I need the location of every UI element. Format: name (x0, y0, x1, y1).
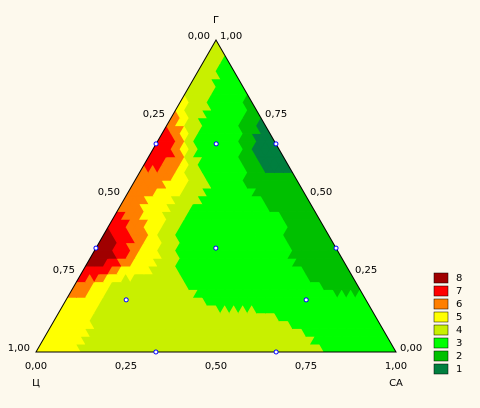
left-tick-label: 0,00 (188, 31, 210, 42)
legend-swatch (433, 298, 449, 310)
legend-label: 4 (456, 325, 462, 336)
legend-label: 6 (456, 299, 462, 310)
legend-label: 7 (456, 286, 462, 297)
design-point (303, 297, 309, 303)
design-point (123, 297, 129, 303)
left-axis-label: Ц (32, 378, 40, 389)
legend-swatch (433, 272, 449, 284)
right-tick-label: 0,50 (310, 187, 332, 198)
triangle-frame (35, 38, 397, 353)
right-tick-label: 1,00 (220, 31, 242, 42)
legend-label: 3 (456, 338, 462, 349)
left-tick-label: 0,75 (53, 265, 75, 276)
right-tick-label: 0,00 (400, 343, 422, 354)
design-point (213, 245, 219, 251)
design-point (273, 349, 279, 355)
legend-label: 2 (456, 351, 462, 362)
design-point (333, 245, 339, 251)
top-axis-label: Г (213, 15, 219, 26)
left-tick-label: 1,00 (8, 343, 30, 354)
design-point (153, 141, 159, 147)
legend-label: 5 (456, 312, 462, 323)
design-point (213, 141, 219, 147)
bottom-tick-label: 0,00 (25, 361, 47, 372)
left-tick-label: 0,50 (98, 187, 120, 198)
bottom-tick-label: 0,75 (295, 361, 317, 372)
legend-swatch (433, 311, 449, 323)
design-point (93, 245, 99, 251)
left-tick-label: 0,25 (143, 109, 165, 120)
legend-swatch (433, 324, 449, 336)
legend-label: 1 (456, 364, 462, 375)
bottom-tick-label: 0,25 (115, 361, 137, 372)
design-point (153, 349, 159, 355)
bottom-tick-label: 0,50 (205, 361, 227, 372)
right-tick-label: 0,75 (265, 109, 287, 120)
right-axis-label: СА (389, 378, 403, 389)
design-point (273, 141, 279, 147)
legend-swatch (433, 363, 449, 375)
legend-swatch (433, 350, 449, 362)
right-tick-label: 0,25 (355, 265, 377, 276)
legend-swatch (433, 337, 449, 349)
legend-swatch (433, 285, 449, 297)
bottom-tick-label: 1,00 (385, 361, 407, 372)
legend-label: 8 (456, 273, 462, 284)
